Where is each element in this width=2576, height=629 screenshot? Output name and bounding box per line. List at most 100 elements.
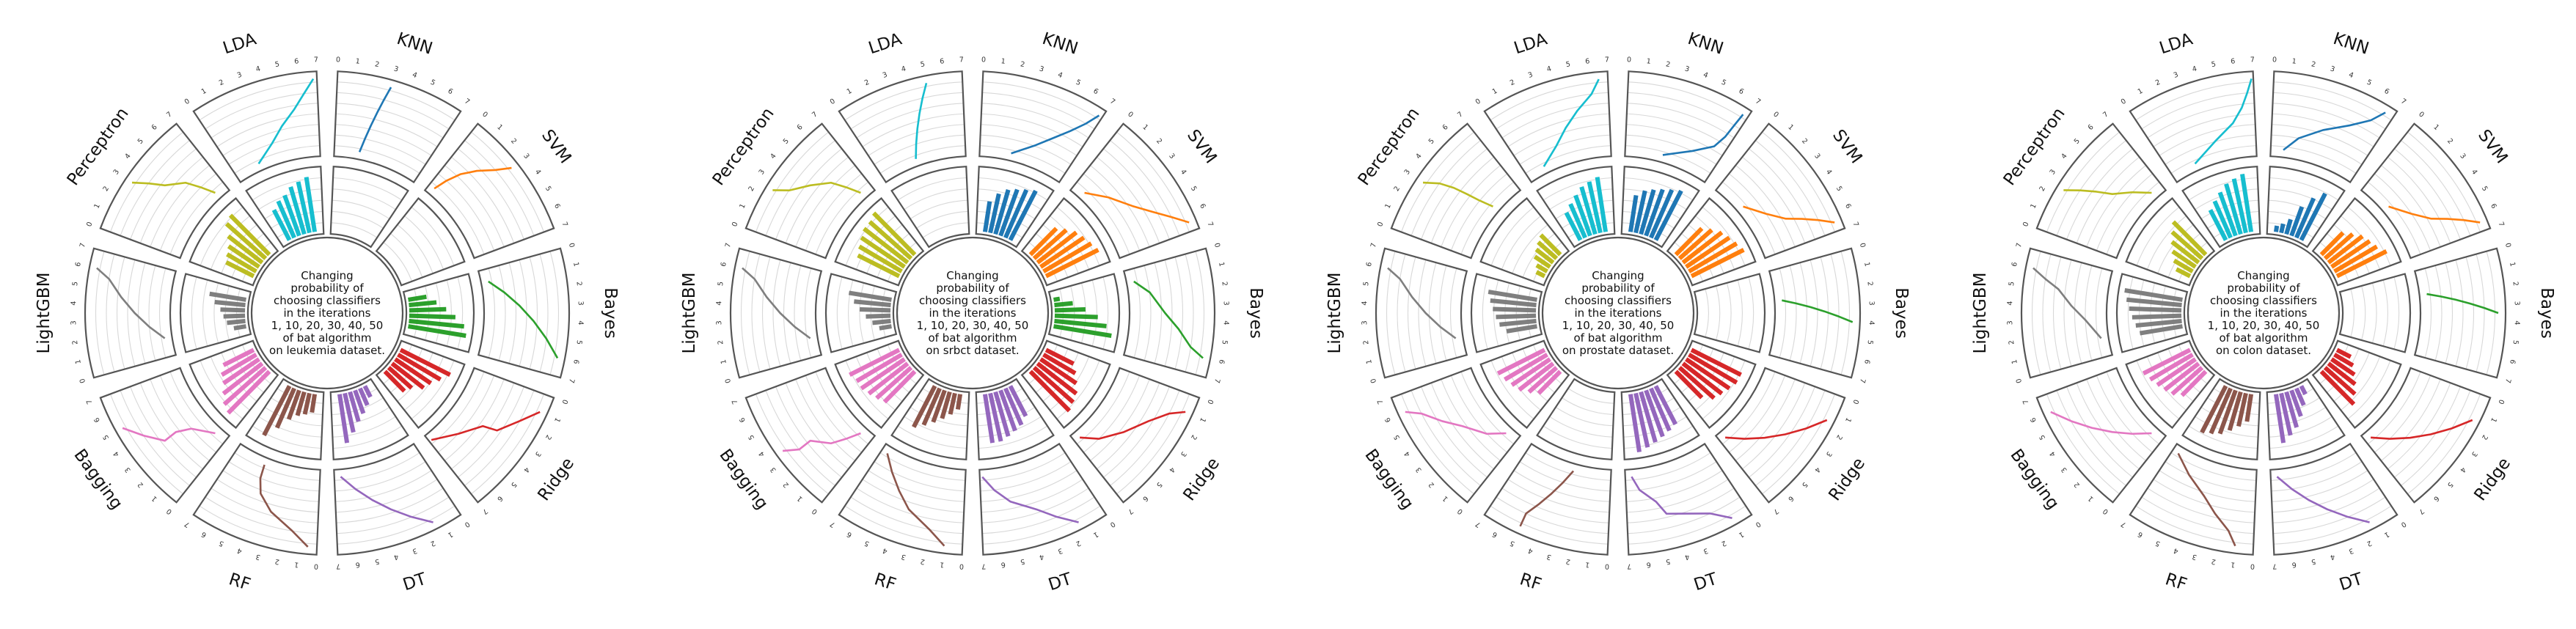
line-gridline xyxy=(1429,262,1437,364)
line-gridline xyxy=(751,254,761,372)
classifier-label-rf: RF xyxy=(227,570,253,595)
line-gridline xyxy=(216,113,319,147)
segment-knn: 0 1 2 3 4 567 KNN xyxy=(2266,29,2407,249)
tick-label: 0 xyxy=(2503,242,2512,249)
bar-rf-20 xyxy=(295,391,307,416)
bar-rf-10 xyxy=(302,392,312,415)
tick-label: 7 xyxy=(811,110,819,119)
bar-band-frame xyxy=(890,378,970,460)
line-gridline xyxy=(755,394,829,495)
classifier-label-ridge: Ridge xyxy=(2470,455,2514,504)
bar-gridline xyxy=(2150,282,2156,344)
line-gridline xyxy=(981,488,1089,523)
tick-label: 1 xyxy=(150,494,159,503)
bar-gridline xyxy=(210,356,250,411)
bar-gridline xyxy=(916,397,968,416)
line-gridline xyxy=(1501,103,1609,139)
line-gridline xyxy=(2273,81,2392,121)
tick-label: 3 xyxy=(577,301,585,305)
segment-dt: 01 2 3 4 5 6 7 DT xyxy=(1620,378,1762,595)
tick-label: 3 xyxy=(1702,546,1709,555)
bar-bagging-30 xyxy=(2156,357,2197,387)
bar-gridline xyxy=(2268,199,2327,220)
line-lda xyxy=(257,78,315,165)
bar-lda-20 xyxy=(282,194,301,237)
bar-bayes-20 xyxy=(409,306,447,313)
bar-perceptron-50 xyxy=(871,211,917,257)
bar-gridline xyxy=(897,177,967,201)
line-gridline xyxy=(868,470,965,502)
bar-gridline xyxy=(866,352,903,402)
tick-label: 1 xyxy=(2432,123,2440,132)
tick-label: 4 xyxy=(1414,152,1423,161)
bar-ridge-40 xyxy=(2323,366,2357,396)
bar-gridline xyxy=(1490,360,1534,419)
tick-label: 4 xyxy=(1361,301,1369,305)
bar-dt-1 xyxy=(362,385,373,398)
tick-label: 5 xyxy=(1020,557,1025,566)
line-gridline xyxy=(2135,81,2254,121)
bar-gridline xyxy=(1543,425,1612,449)
tick-label: 6 xyxy=(738,416,747,424)
tick-label: 2 xyxy=(1665,60,1671,69)
line-gridline xyxy=(334,134,426,165)
line-gridline xyxy=(982,505,1101,545)
tick-label: 7 xyxy=(1456,110,1465,119)
line-band-frame xyxy=(729,247,823,379)
segment-bayes: 0 1 2 3 4 5 6 7 Bayes xyxy=(1047,242,1265,384)
line-band-frame xyxy=(192,442,321,556)
tick-label: 2 xyxy=(717,339,725,345)
line-gridline xyxy=(337,505,455,545)
line-gridline xyxy=(95,251,105,375)
tick-label: 0 xyxy=(1212,242,1221,249)
line-gridline xyxy=(2063,260,2072,367)
line-gridline xyxy=(471,131,545,232)
bar-perceptron-30 xyxy=(2170,240,2200,265)
tick-label: 0 xyxy=(336,56,341,64)
tick-label: 5 xyxy=(1565,60,1571,69)
bar-band-frame xyxy=(1666,339,1757,430)
line-gridline xyxy=(1626,479,1729,513)
tick-label: 5 xyxy=(1865,339,1874,345)
tick-label: 2 xyxy=(574,281,583,286)
line-gridline xyxy=(1096,383,1160,470)
bar-gridline xyxy=(1624,425,1694,449)
tick-label: 2 xyxy=(218,78,225,88)
bar-band-frame xyxy=(1479,339,1570,430)
line-gridline xyxy=(335,113,438,147)
classifier-label-svm: SVM xyxy=(1829,126,1866,167)
line-bagging xyxy=(782,432,861,452)
bar-gridline xyxy=(2173,288,2177,338)
tick-label: 0 xyxy=(724,378,733,384)
bar-band-frame xyxy=(1620,378,1700,460)
bar-gridline xyxy=(258,416,322,438)
classifier-label-dt: DT xyxy=(1691,570,1720,595)
bar-band-frame xyxy=(890,166,970,249)
bar-perceptron-10 xyxy=(857,244,903,273)
bar-svm-40 xyxy=(1688,241,1738,273)
bar-lightgbm-20 xyxy=(1496,313,1537,320)
tick-label: 0 xyxy=(567,242,576,249)
line-bagging xyxy=(2050,411,2152,435)
center-label: Changing probability of choosing classifie… xyxy=(2208,269,2320,357)
bar-gridline xyxy=(2195,188,2258,210)
bar-gridline xyxy=(2178,242,2208,282)
line-gridline xyxy=(228,461,320,492)
tick-label: 3 xyxy=(2006,320,2014,325)
tick-label: 1 xyxy=(2010,358,2019,364)
line-svm xyxy=(433,166,512,190)
tick-label: 6 xyxy=(1365,262,1374,268)
tick-label: 2 xyxy=(1800,137,1809,146)
tick-label: 4 xyxy=(2192,65,2198,73)
bar-perceptron-10 xyxy=(1535,263,1548,273)
line-band-frame xyxy=(1714,122,1846,260)
tick-label: 4 xyxy=(411,71,418,80)
bar-gridline xyxy=(1504,282,1510,344)
tick-label: 0 xyxy=(959,562,965,570)
tick-label: 5 xyxy=(2008,281,2016,286)
tick-label: 0 xyxy=(1205,398,1214,405)
tick-label: 3 xyxy=(1414,466,1423,474)
